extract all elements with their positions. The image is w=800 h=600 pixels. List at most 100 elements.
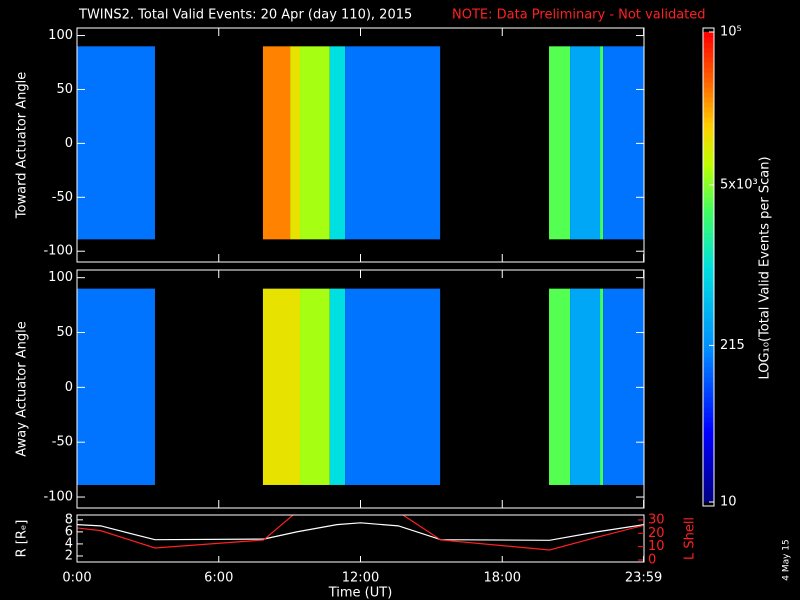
y-axis-label: Toward Actuator Angle — [15, 72, 30, 219]
y-tick-label: -50 — [52, 435, 73, 450]
colorbar-swatch — [703, 357, 714, 363]
colorbar-swatch — [703, 172, 714, 178]
y2-tick-label: 10 — [648, 539, 665, 554]
note: NOTE: Data Preliminary - Not validated — [452, 8, 706, 23]
colorbar-swatch — [703, 257, 714, 263]
colorbar-swatch — [703, 97, 714, 103]
colorbar-swatch — [703, 162, 714, 168]
colorbar-swatch — [703, 207, 714, 213]
colorbar-swatch — [703, 477, 714, 483]
colorbar-swatch — [703, 322, 714, 328]
x-tick-label: 6:00 — [204, 571, 233, 586]
colorbar-swatch — [703, 362, 714, 368]
heatmap-cell — [262, 288, 301, 485]
heatmap-cell — [300, 288, 330, 485]
colorbar-swatch — [703, 67, 714, 73]
colorbar-swatch — [703, 187, 714, 193]
colorbar-swatch — [703, 262, 714, 268]
colorbar-swatch — [703, 387, 714, 393]
colorbar-swatch — [703, 232, 714, 238]
y-tick-label: 0 — [65, 380, 73, 395]
colorbar-swatch — [703, 32, 714, 38]
heatmap-cell — [300, 46, 330, 240]
heatmap-cell — [600, 46, 604, 240]
colorbar-swatch — [703, 222, 714, 228]
y-tick-label: 100 — [48, 28, 73, 43]
colorbar-swatch — [703, 212, 714, 218]
heatmap-cell — [549, 46, 571, 240]
colorbar-swatch — [703, 37, 714, 43]
heatmap-cell — [603, 288, 644, 485]
x-axis-label: Time (UT) — [328, 586, 393, 600]
colorbar-tick-label: 10⁵ — [720, 25, 742, 40]
heatmap-cell — [77, 288, 155, 485]
colorbar-swatch — [703, 422, 714, 428]
heatmap-cell — [329, 46, 346, 240]
colorbar-swatch — [703, 192, 714, 198]
y-tick-label: -50 — [52, 190, 73, 205]
colorbar-swatch — [703, 372, 714, 378]
heatmap-cell — [290, 46, 301, 240]
colorbar-swatch — [703, 102, 714, 108]
x-tick-label: 18:00 — [484, 571, 521, 586]
colorbar-swatch — [703, 487, 714, 493]
colorbar-swatch — [703, 442, 714, 448]
colorbar-swatch — [703, 147, 714, 153]
colorbar-swatch — [703, 157, 714, 163]
colorbar-swatch — [703, 62, 714, 68]
colorbar-swatch — [703, 202, 714, 208]
heatmap-cell — [329, 288, 346, 485]
series-line — [77, 522, 644, 541]
chart-title: TWINS2. Total Valid Events: 20 Apr (day … — [78, 8, 412, 23]
heatmap-cell — [549, 288, 571, 485]
colorbar-swatch — [703, 107, 714, 113]
plot-area — [77, 515, 644, 551]
colorbar-swatch — [703, 92, 714, 98]
colorbar-swatch — [703, 122, 714, 128]
colorbar-swatch — [703, 152, 714, 158]
y-tick-label: -100 — [43, 244, 73, 259]
x-tick-label: 12:00 — [342, 571, 379, 586]
y-axis-label: Away Actuator Angle — [15, 321, 30, 456]
colorbar-swatch — [703, 282, 714, 288]
colorbar-swatch — [703, 447, 714, 453]
x-tick-label: 0:00 — [62, 571, 91, 586]
colorbar-swatch — [703, 427, 714, 433]
colorbar-swatch — [703, 347, 714, 353]
colorbar-swatch — [703, 292, 714, 298]
heatmap-cell — [262, 46, 291, 240]
colorbar-swatch — [703, 472, 714, 478]
colorbar-swatch — [703, 432, 714, 438]
colorbar-swatch — [703, 277, 714, 283]
heatmap-cell — [603, 46, 644, 240]
colorbar-tick-label: 10 — [720, 495, 737, 510]
y-tick-label: 50 — [56, 82, 73, 97]
y-tick-label: 8 — [65, 512, 73, 527]
colorbar-swatch — [703, 332, 714, 338]
colorbar-swatch — [703, 337, 714, 343]
heatmap-cell — [570, 46, 601, 240]
colorbar-swatch — [703, 452, 714, 458]
colorbar-swatch — [703, 112, 714, 118]
y2-tick-label: 30 — [648, 512, 665, 527]
colorbar-label: LOG₁₀(Total Valid Events per Scan) — [758, 156, 773, 379]
colorbar-swatch — [703, 227, 714, 233]
colorbar-swatch — [703, 482, 714, 488]
colorbar-swatch — [703, 197, 714, 203]
colorbar-swatch — [703, 327, 714, 333]
y-tick-label: 100 — [48, 270, 73, 285]
colorbar-swatch — [703, 142, 714, 148]
colorbar-swatch — [703, 467, 714, 473]
colorbar-swatch — [703, 77, 714, 83]
colorbar-swatch — [703, 397, 714, 403]
colorbar-swatch — [703, 317, 714, 323]
heatmap-cell — [345, 288, 441, 485]
y2-tick-label: 0 — [648, 552, 656, 567]
colorbar-swatch — [703, 87, 714, 93]
colorbar-swatch — [703, 217, 714, 223]
colorbar-swatch — [703, 252, 714, 258]
y-tick-label: 2 — [65, 548, 73, 563]
colorbar-swatch — [703, 352, 714, 358]
colorbar-swatch — [703, 117, 714, 123]
